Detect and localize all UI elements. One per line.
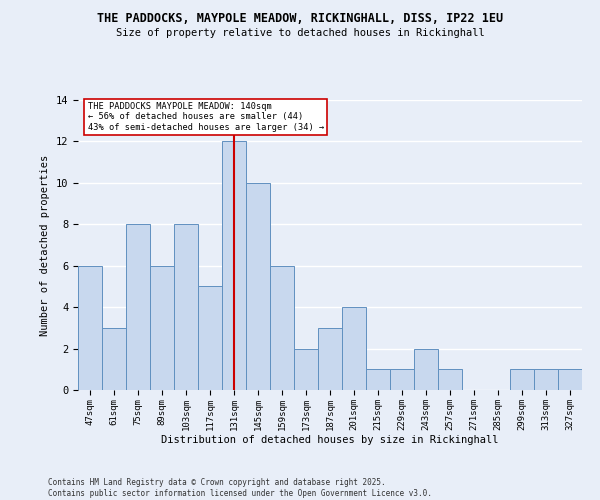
Bar: [102, 328, 126, 390]
Bar: [342, 307, 366, 390]
Bar: [174, 224, 198, 390]
Text: Size of property relative to detached houses in Rickinghall: Size of property relative to detached ho…: [116, 28, 484, 38]
Bar: [270, 266, 294, 390]
Text: THE PADDOCKS MAYPOLE MEADOW: 140sqm
← 56% of detached houses are smaller (44)
43: THE PADDOCKS MAYPOLE MEADOW: 140sqm ← 56…: [88, 102, 324, 132]
Bar: [390, 370, 414, 390]
Bar: [294, 348, 318, 390]
Bar: [150, 266, 174, 390]
Bar: [246, 183, 270, 390]
Bar: [534, 370, 558, 390]
Bar: [438, 370, 462, 390]
Bar: [414, 348, 438, 390]
Text: Contains HM Land Registry data © Crown copyright and database right 2025.
Contai: Contains HM Land Registry data © Crown c…: [48, 478, 432, 498]
Bar: [198, 286, 222, 390]
Y-axis label: Number of detached properties: Number of detached properties: [40, 154, 50, 336]
Text: THE PADDOCKS, MAYPOLE MEADOW, RICKINGHALL, DISS, IP22 1EU: THE PADDOCKS, MAYPOLE MEADOW, RICKINGHAL…: [97, 12, 503, 26]
Bar: [222, 142, 246, 390]
Bar: [510, 370, 534, 390]
Bar: [78, 266, 102, 390]
Bar: [558, 370, 582, 390]
Bar: [366, 370, 390, 390]
Bar: [126, 224, 150, 390]
Bar: [318, 328, 342, 390]
X-axis label: Distribution of detached houses by size in Rickinghall: Distribution of detached houses by size …: [161, 436, 499, 446]
